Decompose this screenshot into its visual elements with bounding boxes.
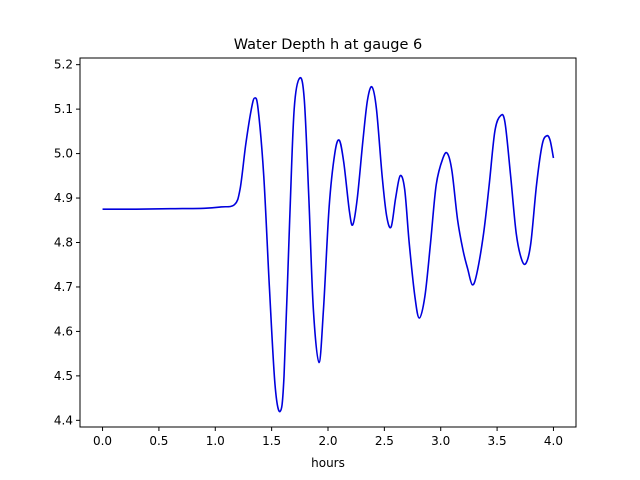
y-tick-label: 5.0 [54,147,73,161]
chart-title: Water Depth h at gauge 6 [234,37,422,53]
x-axis-label: hours [311,456,345,470]
y-tick-label: 4.6 [54,324,73,338]
y-tick-label: 4.8 [54,236,73,250]
y-tick-label: 4.4 [54,413,73,427]
y-tick-label: 4.9 [54,191,73,205]
y-tick-label: 5.1 [54,102,73,116]
x-axis: 0.0 0.5 1.0 1.5 2.0 2.5 3.0 3.5 4.0 [93,427,563,448]
y-tick-label: 4.5 [54,369,73,383]
x-tick-label: 2.5 [375,434,394,448]
plot-frame [79,57,577,428]
x-tick-label: 1.5 [262,434,281,448]
x-tick-label: 3.0 [431,434,450,448]
x-tick-label: 4.0 [544,434,563,448]
y-tick-label: 5.2 [54,58,73,72]
x-tick-label: 0.5 [149,434,168,448]
plot-area [102,76,555,413]
x-tick-label: 1.0 [206,434,225,448]
x-tick-label: 3.5 [488,434,507,448]
x-tick-label: 0.0 [93,434,112,448]
y-axis: 4.4 4.5 4.6 4.7 4.8 4.9 5.0 5.1 5.2 [54,58,80,427]
y-tick-label: 4.7 [54,280,73,294]
x-tick-label: 2.0 [318,434,337,448]
series-line [102,76,555,413]
